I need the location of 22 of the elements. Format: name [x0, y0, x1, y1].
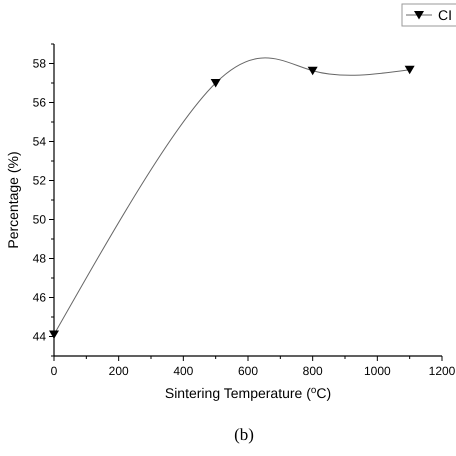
x-tick-label: 1000 — [364, 364, 392, 378]
y-tick-label: 58 — [32, 56, 46, 70]
y-tick-label: 48 — [32, 252, 46, 266]
x-tick-label: 400 — [173, 364, 194, 378]
y-tick-label: 54 — [32, 134, 46, 148]
y-tick-label: 56 — [32, 96, 46, 110]
x-axis-title: Sintering Temperature ($^{o}$C) — [164, 384, 332, 401]
x-tick-label: 1200 — [428, 364, 456, 378]
legend-label: CI — [438, 7, 452, 23]
y-tick-label: 44 — [32, 330, 46, 344]
y-tick-label: 52 — [32, 174, 46, 188]
point — [308, 66, 318, 76]
y-axis-title: Percentage (%) — [5, 151, 21, 249]
x-tick-label: 600 — [238, 364, 258, 378]
x-tick-label: 200 — [108, 364, 129, 378]
x-tick-label: 0 — [50, 364, 58, 378]
point — [210, 79, 221, 88]
y-tick-label: 46 — [32, 290, 46, 304]
y-tick-label: 50 — [32, 212, 46, 226]
text: (b) — [234, 425, 254, 444]
point — [404, 66, 415, 74]
x-tick-label: 800 — [302, 364, 323, 378]
